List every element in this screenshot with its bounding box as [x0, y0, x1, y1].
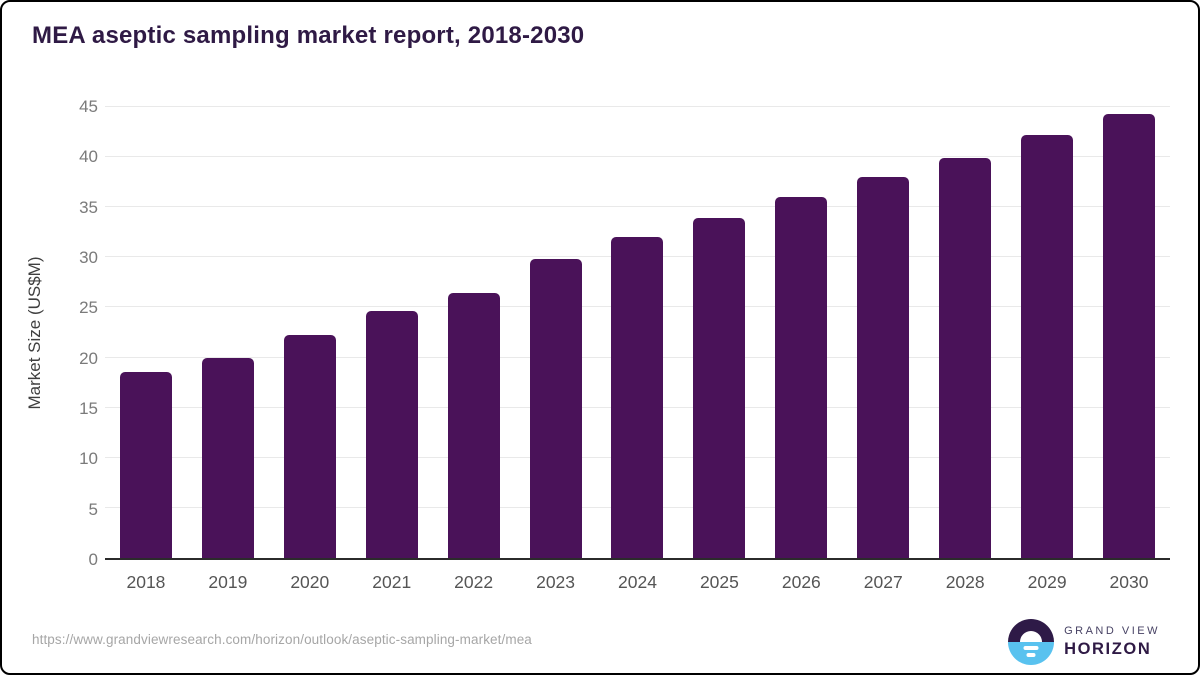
bar-series	[105, 107, 1170, 558]
bar-2026	[775, 197, 828, 558]
bar-2030	[1103, 114, 1156, 558]
bar-2029	[1021, 135, 1074, 558]
bar-slot-2022	[433, 107, 515, 558]
chart-title: MEA aseptic sampling market report, 2018…	[32, 22, 585, 49]
bar-2018	[119, 371, 172, 558]
x-axis-tick-labels: 2018 2019 2020 2021 2022 2023 2024 2025 2026 2027…	[105, 572, 1170, 593]
y-tick-label-0: 0	[88, 550, 98, 569]
bar-slot-2026	[760, 107, 842, 558]
bar-2028	[939, 158, 992, 558]
x-tick-label-2022: 2022	[454, 572, 494, 592]
logo-reflection-bar	[1023, 646, 1039, 650]
x-tick-label-2019: 2019	[208, 572, 248, 592]
y-tick-label-30: 30	[79, 248, 98, 268]
x-tick-label-2023: 2023	[536, 572, 576, 592]
bar-slot-2027	[842, 107, 924, 558]
bar-2023	[529, 259, 582, 558]
source-url: https://www.grandviewresearch.com/horizo…	[32, 632, 532, 647]
grand-view-horizon-logo: GRAND VIEW HORIZON	[1008, 619, 1160, 665]
x-tick-label-2020: 2020	[290, 572, 330, 592]
bar-2025	[693, 218, 746, 558]
y-tick-label-20: 20	[79, 348, 98, 368]
x-tick-label-2025: 2025	[699, 572, 739, 592]
plot-area	[105, 106, 1170, 560]
bar-2027	[857, 177, 910, 558]
bar-slot-2019	[187, 107, 269, 558]
bar-2022	[447, 293, 500, 558]
y-tick-label-15: 15	[79, 399, 98, 419]
y-tick-label-40: 40	[79, 147, 98, 167]
bar-slot-2029	[1006, 107, 1088, 558]
logo-line-horizon: HORIZON	[1064, 639, 1152, 658]
y-tick-label-45: 45	[79, 97, 98, 116]
y-tick-label-10: 10	[79, 449, 98, 469]
bar-slot-2030	[1088, 107, 1170, 558]
x-tick-label-2018: 2018	[126, 572, 166, 592]
y-tick-label-35: 35	[79, 197, 98, 217]
x-tick-label-2027: 2027	[863, 572, 903, 592]
bar-2020	[283, 334, 336, 558]
bar-slot-2025	[678, 107, 760, 558]
logo-wordmark: GRAND VIEW HORIZON	[1064, 625, 1160, 659]
bar-slot-2024	[597, 107, 679, 558]
bar-2021	[365, 311, 418, 558]
logo-sun-shape	[1020, 631, 1043, 642]
y-tick-label-5: 5	[88, 499, 98, 519]
logo-reflection-bar	[1026, 653, 1036, 657]
x-tick-label-2024: 2024	[618, 572, 657, 592]
x-tick-label-2021: 2021	[372, 572, 412, 592]
y-axis-tick-labels: 0 5 10 15 20 25 30 35 40 45	[2, 97, 98, 569]
logo-sky-half	[1008, 619, 1055, 642]
bar-slot-2023	[515, 107, 597, 558]
bar-slot-2028	[924, 107, 1006, 558]
x-tick-label-2030: 2030	[1109, 572, 1149, 592]
bar-slot-2021	[351, 107, 433, 558]
gridline-45	[105, 106, 1170, 107]
logo-line-grand-view: GRAND VIEW	[1064, 624, 1160, 637]
x-tick-label-2028: 2028	[945, 572, 985, 592]
horizon-sun-icon	[1008, 619, 1055, 665]
bar-slot-2020	[269, 107, 351, 558]
gridline-40	[105, 156, 1170, 158]
gridline-35	[105, 206, 1170, 208]
bar-2024	[611, 237, 664, 558]
x-tick-label-2026: 2026	[781, 572, 821, 592]
bar-2019	[201, 357, 254, 558]
y-tick-label-25: 25	[79, 298, 98, 318]
bar-slot-2018	[105, 107, 187, 558]
x-tick-label-2029: 2029	[1027, 572, 1067, 592]
